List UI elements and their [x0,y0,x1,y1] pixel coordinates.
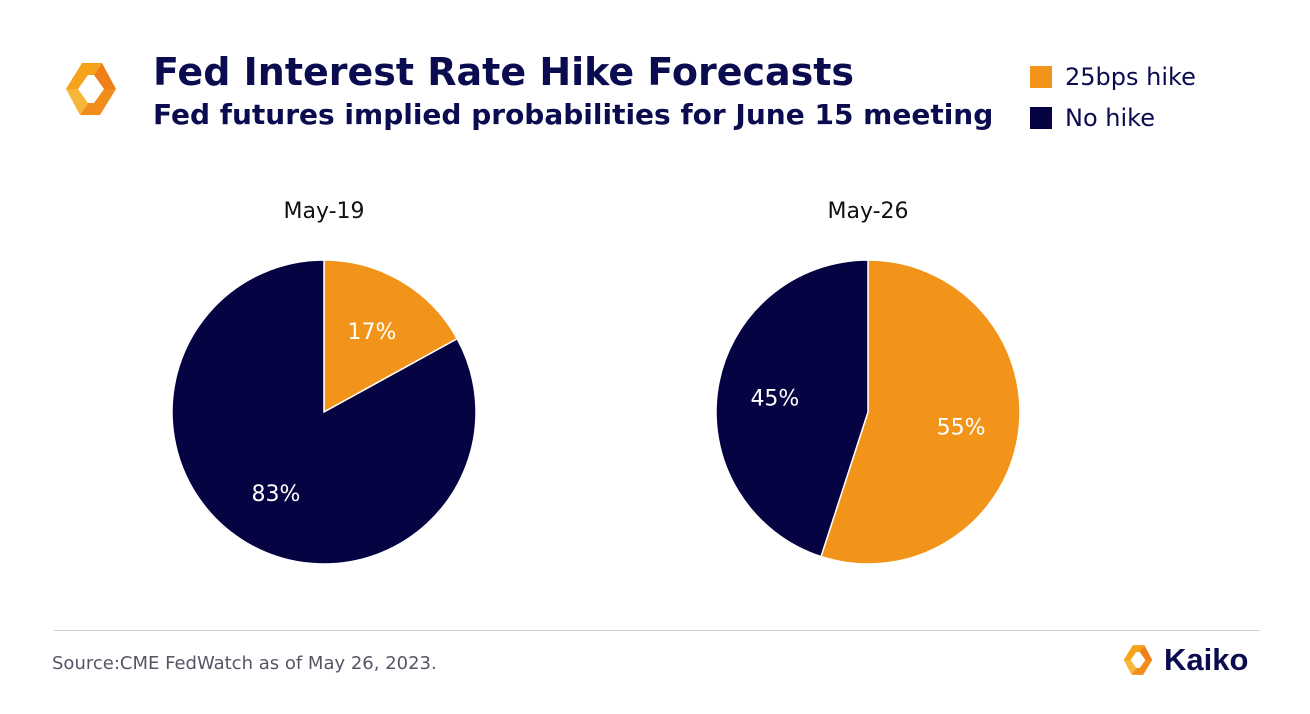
pie-data-label: 17% [348,320,397,345]
pie-slice-25bps-hike [820,259,1021,565]
pie-data-label: 55% [937,416,986,441]
legend-item-25bps-hike: 25bps hike [1030,62,1196,92]
brand: Kaiko [1118,642,1248,678]
pie-slice-25bps-hike [323,259,459,414]
source-note: Source:CME FedWatch as of May 26, 2023. [52,653,437,674]
pie-may-19: May-19 17% 83% [171,199,477,565]
legend-item-no-hike: No hike [1030,103,1196,133]
pie-data-label: 45% [750,386,799,411]
pie-title: May-19 [283,199,364,224]
legend-swatch-no-hike [1030,107,1052,129]
pie-data-label: 83% [252,482,301,507]
pie-slice-no-hike [171,259,477,565]
pie-charts: May-19 17% 83% May-26 55% 45% [171,199,1021,565]
legend-label: No hike [1065,104,1155,132]
chart-title: Fed Interest Rate Hike Forecasts [153,50,855,94]
legend: 25bps hike No hike [1030,62,1196,144]
legend-swatch-25bps-hike [1030,66,1052,88]
brand-name: Kaiko [1164,642,1249,677]
kaiko-logo-icon [66,63,116,115]
divider [54,630,1260,631]
chart-subtitle: Fed futures implied probabilities for Ju… [153,98,994,131]
pie-title: May-26 [827,199,908,224]
legend-label: 25bps hike [1065,63,1196,91]
pie-may-26: May-26 55% 45% [715,199,1021,565]
pie-slice-no-hike [715,259,869,558]
kaiko-brand-icon [1123,645,1153,675]
